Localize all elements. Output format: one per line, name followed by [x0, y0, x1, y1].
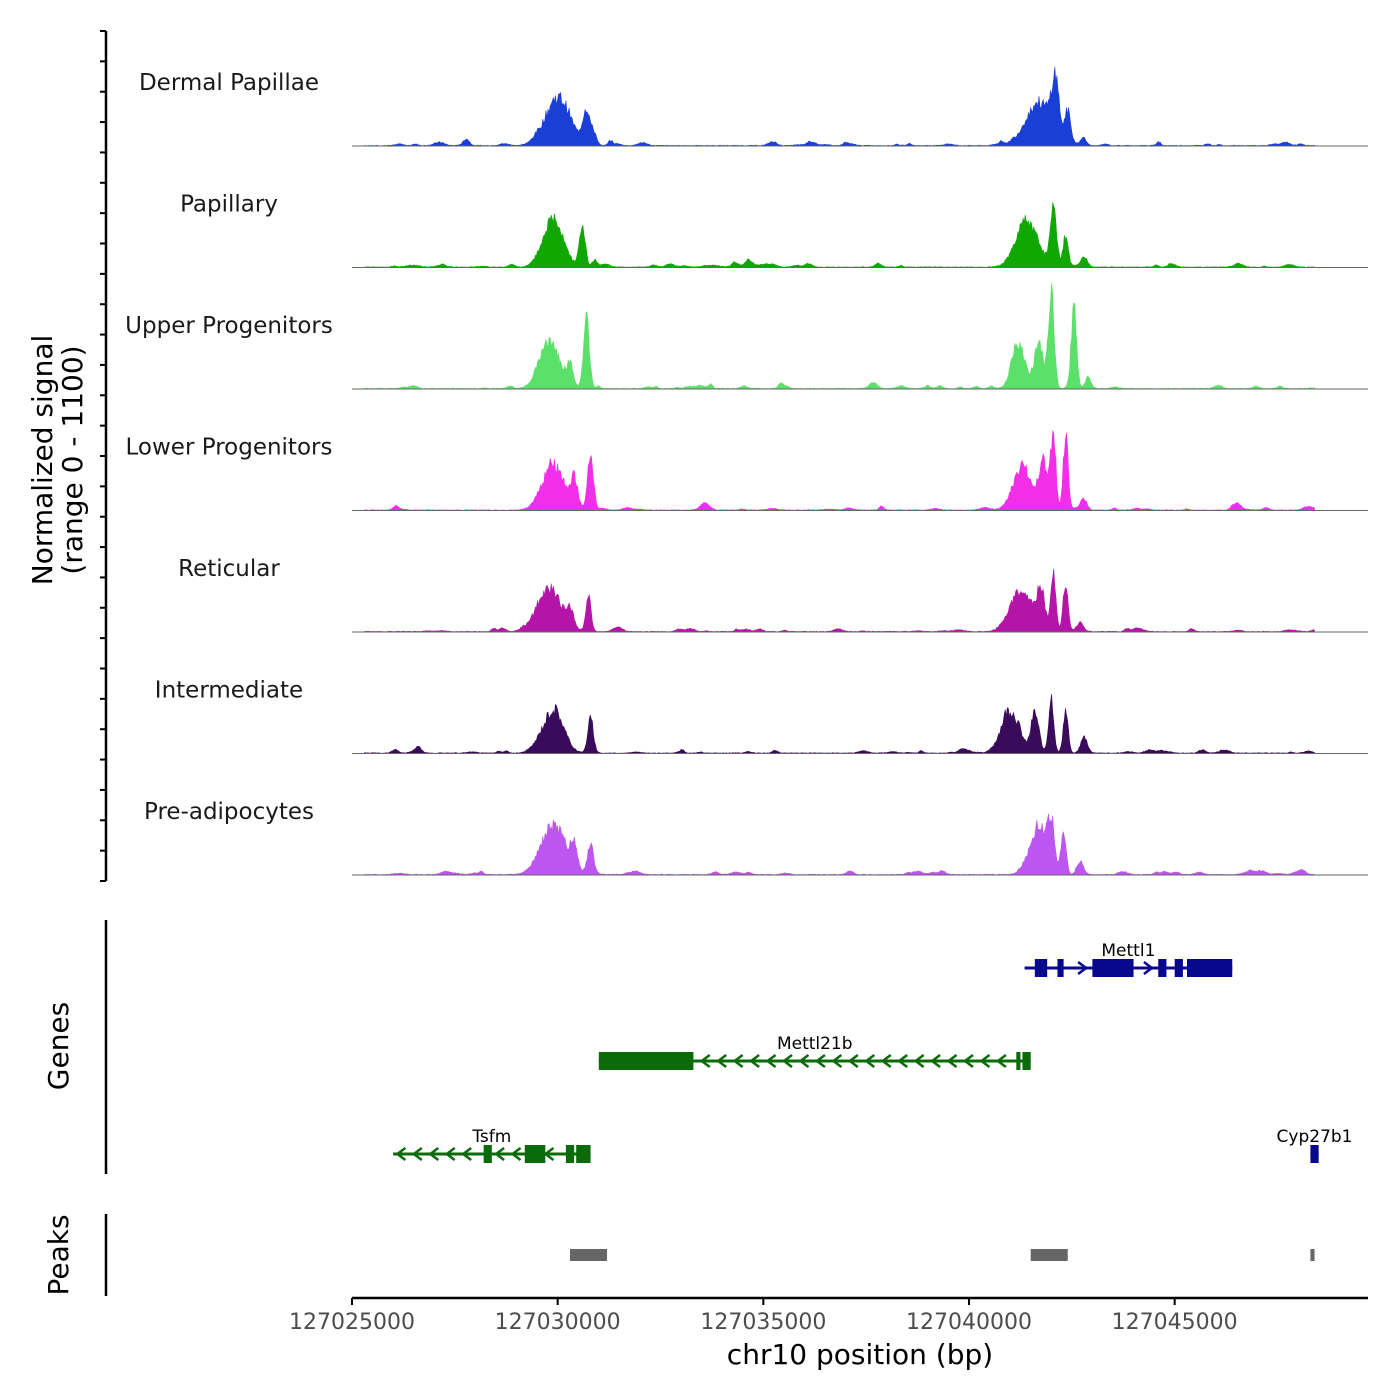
x-axis: 127025000 127030000 127035000 127040000 1270… [289, 1296, 1368, 1335]
track-label: Upper Progenitors [125, 313, 333, 339]
strand-chevron [864, 1054, 876, 1068]
track-upper-progenitors: Upper Progenitors [125, 283, 1368, 390]
track-dermal-papillae: Dermal Papillae [139, 66, 1368, 147]
coverage-area [364, 568, 1315, 633]
track-reticular: Reticular [178, 556, 1368, 633]
track-label: Intermediate [155, 678, 303, 704]
strand-chevron [913, 1054, 925, 1068]
gene-exon [524, 1145, 546, 1163]
coverage-area [364, 283, 1315, 390]
strand-chevron [716, 1054, 727, 1068]
peaks-panel [104, 1214, 1315, 1296]
peak-region [1310, 1249, 1315, 1261]
genes-axis-title: Genes [42, 1002, 75, 1090]
signal-y-axis [100, 30, 108, 882]
coverage-area [364, 694, 1315, 754]
strand-chevron [493, 1147, 505, 1161]
x-tick-label: 127025000 [289, 1310, 415, 1335]
coverage-area [364, 430, 1315, 511]
strand-chevron [749, 1054, 760, 1068]
strand-chevron [995, 1054, 1007, 1068]
gene-exon [1022, 1052, 1031, 1070]
strand-chevron [831, 1054, 843, 1068]
peak-region [1030, 1249, 1068, 1261]
x-axis-title: chr10 position (bp) [727, 1338, 993, 1371]
track-label: Papillary [180, 192, 278, 218]
y-axis-title-line1: Normalized signal [26, 335, 59, 586]
gene-tsfm: Tsfm [393, 1127, 591, 1163]
peaks-axis-title: Peaks [42, 1214, 75, 1295]
strand-chevron [814, 1054, 826, 1068]
gene-exon [483, 1145, 492, 1163]
strand-chevron [411, 1147, 423, 1161]
gene-exon [1158, 959, 1167, 977]
y-axis-title-line2: (range 0 - 1100) [56, 345, 89, 574]
strand-chevron [732, 1054, 744, 1068]
gene-mettl21b: Mettl21b [598, 1034, 1031, 1070]
strand-chevron [1077, 961, 1089, 975]
strand-chevron [979, 1054, 991, 1068]
track-pre-adipocytes: Pre-adipocytes [144, 799, 1368, 876]
strand-chevron [765, 1054, 777, 1068]
strand-chevron [543, 1147, 555, 1161]
gene-exon [1174, 959, 1183, 977]
gene-exon [565, 1145, 575, 1163]
strand-chevron [847, 1054, 859, 1068]
strand-chevron [962, 1054, 974, 1068]
strand-chevron [444, 1147, 456, 1161]
strand-chevron [461, 1147, 472, 1161]
gene-exon [1034, 959, 1048, 977]
coverage-area [364, 202, 1315, 268]
strand-chevron [798, 1054, 810, 1068]
gene-exon [1310, 1145, 1319, 1163]
strand-chevron [897, 1054, 908, 1068]
x-tick-label: 127030000 [495, 1310, 621, 1335]
track-label: Pre-adipocytes [144, 799, 314, 825]
strand-chevron [781, 1054, 793, 1068]
x-tick-label: 127035000 [700, 1310, 826, 1335]
gene-label: Tsfm [471, 1127, 511, 1147]
x-tick-label: 127045000 [1112, 1310, 1238, 1335]
strand-chevron [699, 1054, 711, 1068]
coverage-area [364, 66, 1315, 147]
track-label: Lower Progenitors [126, 435, 333, 461]
gene-mettl1: Mettl1 [1024, 941, 1233, 977]
gene-annotation-panel: Mettl1 Mettl21b Tsfm Cyp27b1 [104, 920, 1353, 1174]
gene-exon [1187, 959, 1233, 977]
gene-label: Mettl1 [1101, 941, 1155, 961]
gene-label: Mettl21b [777, 1034, 853, 1054]
gene-cyp27b1: Cyp27b1 [1277, 1127, 1353, 1163]
x-tick-label: 127040000 [906, 1310, 1032, 1335]
peak-region [570, 1249, 608, 1261]
track-label: Dermal Papillae [139, 70, 319, 96]
gene-label: Cyp27b1 [1277, 1127, 1353, 1147]
gene-exon [1016, 1052, 1021, 1070]
strand-chevron [428, 1147, 440, 1161]
gene-exon [598, 1052, 694, 1070]
gene-exon [1057, 959, 1064, 977]
gene-exon [576, 1145, 591, 1163]
strand-chevron [880, 1054, 892, 1068]
strand-chevron [930, 1054, 941, 1068]
strand-chevron [510, 1147, 522, 1161]
track-label: Reticular [178, 556, 280, 582]
track-intermediate: Intermediate [155, 678, 1368, 754]
coverage-tracks: Dermal Papillae Papillary Upper Progenitor… [125, 66, 1368, 876]
gene-exon [1092, 959, 1134, 977]
strand-chevron [1143, 961, 1155, 975]
coverage-area [364, 813, 1315, 876]
track-lower-progenitors: Lower Progenitors [126, 430, 1368, 511]
strand-chevron [946, 1054, 958, 1068]
strand-chevron [395, 1147, 407, 1161]
track-papillary: Papillary [180, 192, 1368, 268]
